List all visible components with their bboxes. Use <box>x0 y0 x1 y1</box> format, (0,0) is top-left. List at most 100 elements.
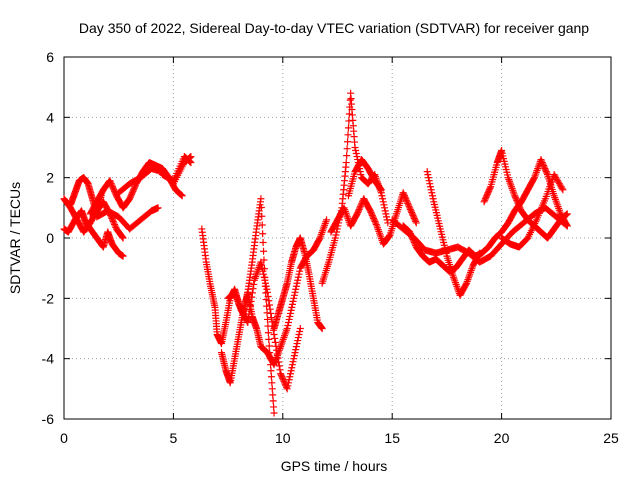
data-point <box>400 192 408 200</box>
data-point <box>263 315 271 323</box>
data-point <box>130 184 138 192</box>
y-tick-label: -6 <box>42 411 55 427</box>
data-point <box>186 158 194 166</box>
data-point <box>372 219 380 227</box>
data-point <box>357 201 365 209</box>
data-point <box>269 391 277 399</box>
data-point <box>381 204 389 212</box>
data-point <box>267 309 275 317</box>
data-point <box>559 186 567 194</box>
data-point <box>291 349 299 357</box>
data-point <box>353 153 361 161</box>
data-point <box>370 216 378 224</box>
data-point <box>384 219 392 227</box>
data-point <box>404 199 412 207</box>
x-axis-label: GPS time / hours <box>281 458 388 474</box>
series-sat-m <box>327 189 420 248</box>
data-point <box>318 325 326 332</box>
data-point <box>270 331 278 339</box>
data-point <box>515 201 523 209</box>
data-point <box>262 282 270 290</box>
data-point <box>186 157 194 165</box>
data-point <box>377 185 385 193</box>
series-sat-k <box>270 234 326 332</box>
data-point <box>269 397 277 405</box>
data-point <box>428 189 436 197</box>
y-tick-label: -2 <box>42 290 55 306</box>
data-point <box>249 285 257 293</box>
data-point <box>562 211 570 219</box>
data-point <box>277 371 285 379</box>
data-point <box>423 168 431 176</box>
data-point <box>187 159 195 167</box>
data-point <box>178 192 186 200</box>
data-point <box>247 297 255 305</box>
data-point <box>284 321 292 329</box>
data-point <box>126 193 134 201</box>
data-point <box>368 210 376 218</box>
data-point <box>126 195 134 203</box>
data-point <box>345 110 353 118</box>
data-point <box>293 340 301 348</box>
data-point <box>323 216 331 224</box>
data-point <box>367 208 375 216</box>
y-tick-label: 4 <box>46 109 54 125</box>
y-axis-label: SDTVAR / TECUs <box>7 182 23 294</box>
data-point <box>512 195 520 203</box>
data-point <box>266 355 274 363</box>
data-point <box>244 314 252 322</box>
data-point <box>294 334 302 342</box>
data-point <box>187 153 195 161</box>
data-point <box>267 361 275 369</box>
data-point <box>284 382 292 390</box>
data-point <box>127 192 135 200</box>
data-point <box>402 196 410 204</box>
data-point <box>288 364 296 372</box>
data-point <box>399 189 407 197</box>
data-point <box>286 370 294 378</box>
data-point <box>263 288 271 296</box>
data-point <box>131 183 139 191</box>
data-point <box>406 204 414 212</box>
data-point <box>408 210 416 218</box>
data-point <box>296 328 304 336</box>
data-point <box>355 205 363 213</box>
data-point <box>513 196 521 204</box>
data-point <box>295 331 303 339</box>
data-point <box>109 183 117 191</box>
data-point <box>292 285 300 293</box>
data-point <box>366 207 374 215</box>
data-point <box>262 279 270 287</box>
data-point <box>530 175 538 183</box>
data-point <box>273 346 281 354</box>
data-point <box>250 280 258 288</box>
data-point <box>484 189 492 197</box>
data-point <box>110 219 118 227</box>
data-point <box>383 213 391 221</box>
data-point <box>476 249 484 257</box>
data-point <box>276 366 284 374</box>
data-point <box>289 297 297 305</box>
data-point <box>284 379 292 387</box>
data-point <box>380 201 388 209</box>
data-point <box>270 409 278 417</box>
data-point <box>285 315 293 323</box>
data-point <box>483 192 491 200</box>
data-point <box>342 159 350 167</box>
data-point <box>263 285 271 293</box>
data-point <box>259 239 267 247</box>
data-point <box>107 178 115 186</box>
data-point <box>244 318 252 326</box>
data-point <box>265 335 273 343</box>
data-point <box>537 156 545 164</box>
data-point <box>558 184 566 192</box>
data-point <box>562 221 570 229</box>
data-point <box>106 177 114 185</box>
y-tick-label: -4 <box>42 351 55 367</box>
data-point <box>129 187 137 195</box>
data-point <box>287 367 295 375</box>
data-point <box>278 373 286 381</box>
data-point <box>425 174 433 182</box>
data-point <box>382 210 390 218</box>
data-point <box>272 342 280 350</box>
